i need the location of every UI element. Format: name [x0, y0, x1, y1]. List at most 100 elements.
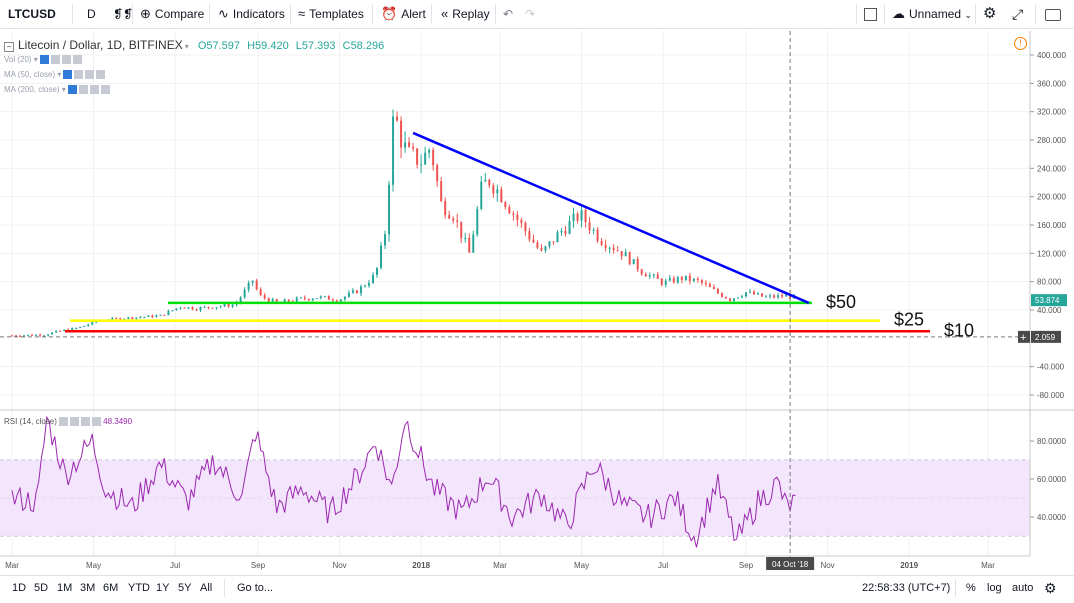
symbol-search[interactable]: LTCUSD [8, 7, 56, 21]
range-6m[interactable]: 6M [103, 582, 119, 594]
range-ytd[interactable]: YTD [128, 582, 150, 594]
candle-body [207, 306, 210, 308]
close-icon[interactable] [72, 55, 82, 65]
range-1d[interactable]: 1D [12, 582, 27, 594]
indicators-label: Indicators [232, 7, 285, 21]
candle-body [311, 298, 314, 301]
settings-button[interactable]: ⚙ [983, 0, 996, 28]
candle-body [604, 244, 607, 249]
candle-body [600, 240, 603, 245]
indicator-ma50[interactable]: MA (50, close) ▾ [4, 70, 106, 80]
candle-body [492, 185, 495, 194]
add-icon[interactable] [61, 55, 71, 65]
candle-body [628, 252, 631, 265]
candle-body [123, 318, 126, 320]
eye-icon[interactable] [39, 55, 49, 65]
indicator-label: MA (200, close) [4, 85, 60, 94]
interval-button[interactable]: D [87, 7, 96, 21]
candle-body [267, 298, 270, 302]
fullscreen-toggle[interactable] [864, 0, 877, 28]
candle-body [424, 152, 427, 165]
candle-body [668, 278, 671, 281]
range-all[interactable]: All [200, 582, 213, 594]
rsi-legend[interactable]: RSI (14, close) 48.3490 [4, 417, 132, 427]
settings-icon[interactable] [74, 70, 84, 80]
candle-body [400, 120, 403, 148]
toolbar-divider [1035, 4, 1036, 24]
settings-icon[interactable] [50, 55, 60, 65]
indicators-button[interactable]: ∿ Indicators [218, 0, 285, 28]
add-icon[interactable] [85, 70, 95, 80]
eye-icon[interactable] [63, 70, 73, 80]
alert-button[interactable]: ⏰ Alert [381, 0, 426, 28]
crosshair-price-label: 2.059 [1035, 333, 1056, 342]
snapshot-button[interactable] [1045, 0, 1061, 28]
settings-icon[interactable] [78, 85, 88, 95]
redo-button[interactable]: ↷ [525, 0, 535, 28]
warning-icon[interactable]: ! [1014, 37, 1027, 50]
range-1m[interactable]: 1M [57, 582, 73, 594]
candle-body [79, 326, 82, 328]
close-icon[interactable] [100, 85, 110, 95]
candle-body [175, 308, 178, 311]
collapse-legend-icon[interactable]: − [4, 42, 14, 52]
price-chart[interactable]: $50 $25 $10 400.000 360.000 320.000 280.000 24… [0, 29, 1074, 575]
log-scale-toggle[interactable]: log [987, 582, 1002, 594]
bottom-toolbar: 1D 5D 1M 3M 6M YTD 1Y 5Y All Go to... 22… [0, 575, 1074, 603]
support-label: $50 [826, 292, 856, 312]
candle-body [135, 317, 138, 319]
candle-body [753, 291, 756, 295]
candle-body [596, 229, 599, 241]
candle-body [396, 116, 399, 121]
settings-icon[interactable] [69, 417, 79, 427]
add-icon[interactable] [80, 417, 90, 427]
goto-date-button[interactable]: Go to... [237, 582, 274, 594]
candle-body [319, 296, 322, 299]
auto-scale-toggle[interactable]: auto [1012, 582, 1034, 594]
undo-button[interactable]: ↶ [503, 0, 513, 28]
range-1y[interactable]: 1Y [156, 582, 170, 594]
candle-body [75, 327, 78, 329]
maximize-button[interactable]: ⤢ [1012, 0, 1023, 28]
indicator-vol[interactable]: Vol (20) ▾ [4, 55, 82, 65]
templates-button[interactable]: ≈ Templates [298, 0, 364, 28]
templates-label: Templates [309, 7, 364, 21]
time-axis-label: 2018 [412, 561, 430, 570]
eye-icon[interactable] [67, 85, 77, 95]
square-icon [864, 8, 877, 22]
candle-body [87, 324, 90, 326]
templates-icon: ≈ [298, 6, 306, 21]
candle-body [640, 269, 643, 275]
range-5d[interactable]: 5D [34, 582, 49, 594]
percent-scale-toggle[interactable]: % [966, 582, 976, 594]
candle-body [556, 232, 559, 243]
replay-label: Replay [452, 7, 490, 21]
layout-menu[interactable]: ☁ Unnamed ⌄ [892, 0, 972, 28]
candle-body [47, 334, 50, 336]
candle-body [504, 202, 507, 208]
replay-button[interactable]: «Replay [441, 0, 490, 28]
candle-body [508, 207, 511, 214]
compare-button[interactable]: ⊕ Compare [140, 0, 204, 28]
range-5y[interactable]: 5Y [178, 582, 192, 594]
candle-body [548, 241, 551, 247]
eye-icon[interactable] [58, 417, 68, 427]
add-icon[interactable] [89, 85, 99, 95]
price-axis-label: 200.000 [1037, 193, 1066, 202]
candle-body [388, 184, 391, 235]
chevron-down-icon[interactable]: ▾ [184, 42, 189, 51]
toolbar-divider [224, 579, 225, 597]
close-icon[interactable] [96, 70, 106, 80]
chart-style-button[interactable]: ❡❡ [113, 0, 133, 28]
candle-body [564, 230, 567, 234]
time-axis-label: Mar [981, 561, 995, 570]
chart-settings-button[interactable]: ⚙ [1044, 576, 1057, 600]
candle-body [524, 222, 527, 232]
close-icon[interactable] [91, 417, 101, 427]
candle-body [676, 277, 679, 283]
indicator-ma200[interactable]: MA (200, close) ▾ [4, 85, 110, 95]
toolbar-divider [495, 4, 496, 24]
candle-body [251, 280, 254, 283]
candle-body [700, 280, 703, 283]
range-3m[interactable]: 3M [80, 582, 96, 594]
